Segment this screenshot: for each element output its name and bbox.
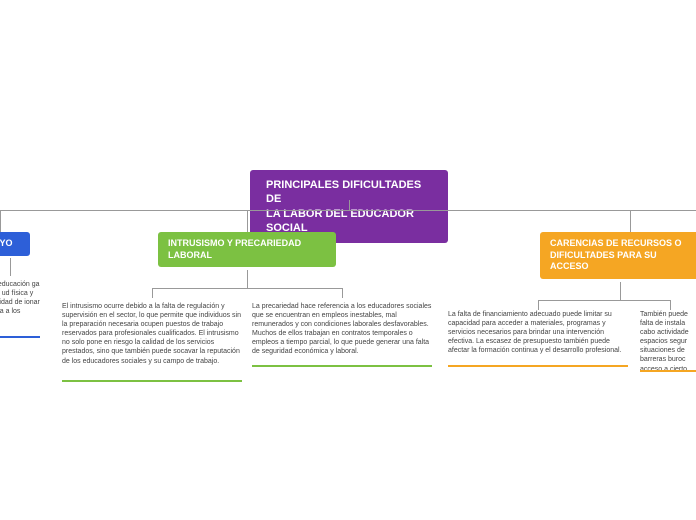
leaf-underline bbox=[448, 365, 628, 367]
leaf-text: El intrusismo ocurre debido a la falta d… bbox=[62, 302, 242, 366]
leaf-underline bbox=[62, 380, 242, 382]
leaf-text: a educación ga de ud física y acidad de … bbox=[0, 280, 42, 316]
connector-line bbox=[538, 300, 670, 301]
connector-line bbox=[670, 300, 671, 310]
connector-line bbox=[152, 288, 153, 298]
leaf-text: También puede falta de instala cabo acti… bbox=[640, 310, 696, 374]
leaf-underline bbox=[0, 336, 40, 338]
branch-node: APOYO bbox=[0, 232, 30, 256]
connector-line bbox=[247, 270, 248, 288]
leaf-underline bbox=[640, 370, 696, 372]
branch-node: CARENCIAS DE RECURSOS O DIFICULTADES PAR… bbox=[540, 232, 696, 279]
connector-line bbox=[342, 288, 343, 298]
connector-line bbox=[630, 210, 631, 232]
root-title-2: LA LABOR DEL EDUCADOR SOCIAL bbox=[266, 208, 414, 234]
connector-line bbox=[0, 210, 1, 232]
connector-line bbox=[152, 288, 342, 289]
connector-line bbox=[10, 258, 11, 276]
leaf-text: La falta de financiamiento adecuado pued… bbox=[448, 310, 628, 355]
connector-line bbox=[247, 210, 248, 232]
connector-line bbox=[620, 282, 621, 300]
branch-node: INTRUSISMO Y PRECARIEDAD LABORAL bbox=[158, 232, 336, 267]
connector-line bbox=[538, 300, 539, 310]
leaf-text: La precariedad hace referencia a los edu… bbox=[252, 302, 432, 357]
connector-line bbox=[349, 200, 350, 210]
leaf-underline bbox=[252, 365, 432, 367]
root-title-1: PRINCIPALES DIFICULTADES DE bbox=[266, 179, 421, 205]
connector-line bbox=[0, 210, 696, 211]
